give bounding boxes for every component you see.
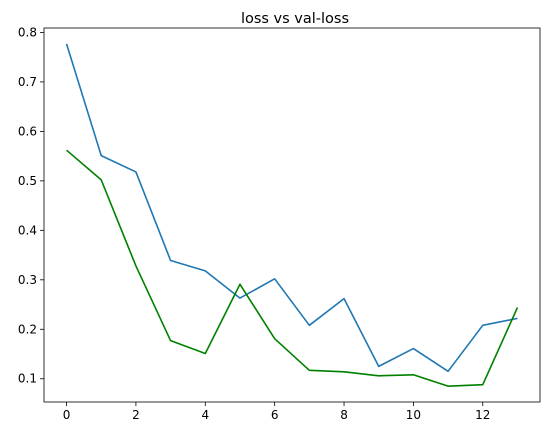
y-tick-label: 0.4 <box>18 223 37 237</box>
x-tick-label: 8 <box>340 408 348 422</box>
y-tick-label: 0.7 <box>18 75 37 89</box>
x-tick-label: 2 <box>132 408 140 422</box>
x-axis: 0 2 4 6 8 10 12 <box>63 402 490 422</box>
plot-area <box>43 27 541 403</box>
y-tick-label: 0.6 <box>18 124 37 138</box>
x-tick-label: 0 <box>63 408 71 422</box>
y-axis: 0.1 0.2 0.3 0.4 0.5 0.6 0.7 0.8 <box>18 25 44 386</box>
chart-title: loss vs val-loss <box>241 11 349 27</box>
x-tick-label: 10 <box>406 408 421 422</box>
y-tick-label: 0.1 <box>18 372 37 386</box>
series-line-1 <box>65 43 518 373</box>
x-tick-label: 6 <box>271 408 279 422</box>
series-layer <box>65 43 519 387</box>
plot-frame <box>43 27 541 403</box>
y-tick-label: 0.8 <box>18 25 37 39</box>
series-line-2 <box>66 149 519 387</box>
x-tick-label: 12 <box>475 408 490 422</box>
y-tick-label: 0.5 <box>18 174 37 188</box>
x-tick-label: 4 <box>201 408 209 422</box>
y-tick-label: 0.2 <box>18 322 37 336</box>
y-tick-label: 0.3 <box>18 273 37 287</box>
